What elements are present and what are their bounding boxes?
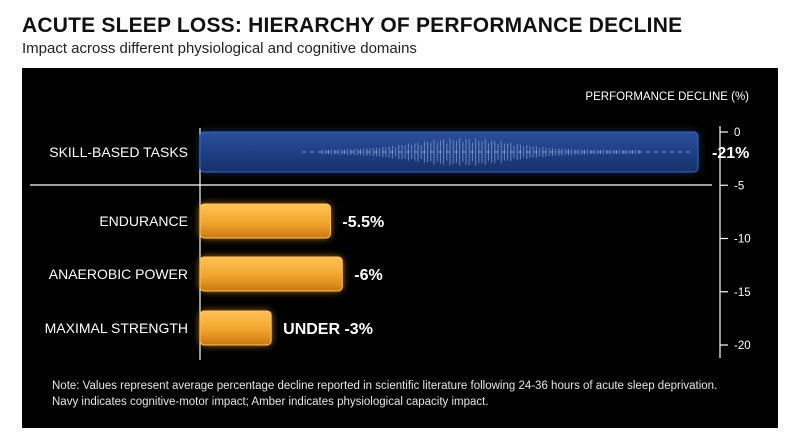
bar-endurance [199,203,331,239]
category-label-skill-based-tasks: SKILL-BASED TASKS [49,144,188,160]
category-label-endurance: ENDURANCE [99,213,188,229]
waveform-decoration [321,138,640,166]
axis-tick-label: 0 [734,127,740,139]
chart-panel: PERFORMANCE DECLINE (%) 0 -5 -10 -15 -20 SKILL… [22,68,778,428]
category-label-anaerobic-power: ANAEROBIC POWER [49,266,188,282]
axis-label: PERFORMANCE DECLINE (%) [585,91,749,103]
chart-subtitle: Impact across different physiological an… [22,40,417,57]
bar-anaerobic-power [199,256,343,292]
value-label-anaerobic-power: -6% [354,267,382,284]
axis-tick-label: -10 [734,234,751,246]
note-line-2: Navy indicates cognitive-motor impact; A… [52,396,489,408]
note-line-1: Note: Values represent average percentag… [52,380,718,392]
bar-chart: PERFORMANCE DECLINE (%) 0 -5 -10 -15 -20 SKILL… [30,91,751,360]
axis-tick-label: -20 [734,340,751,352]
axis-tick-label: -15 [734,287,751,299]
value-label-skill-based-tasks: -21% [712,145,749,162]
bar-maximal-strength [199,310,272,346]
category-label-maximal-strength: MAXIMAL STRENGTH [45,320,188,336]
value-label-endurance: -5.5% [342,214,384,231]
axis-tick-label: -5 [734,180,744,192]
value-label-maximal-strength: UNDER -3% [283,321,373,338]
chart-note: Note: Values represent average percentag… [52,378,772,410]
chart-title: ACUTE SLEEP LOSS: HIERARCHY OF PERFORMAN… [22,14,683,37]
